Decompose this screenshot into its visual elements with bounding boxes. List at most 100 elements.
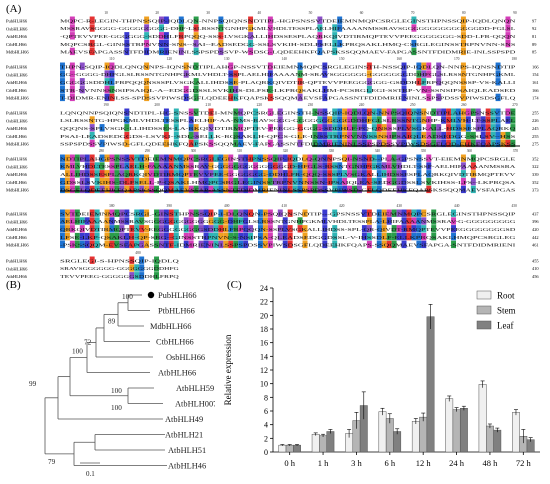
conserved-residue-cell: [129, 264, 135, 272]
conserved-residue-cell: [104, 217, 110, 225]
conserved-residue-cell: [312, 162, 318, 170]
ruler-tick-label: 370: [513, 149, 519, 153]
conserved-residue-cell: [218, 177, 224, 186]
ruler-tick-label: 60: [360, 11, 364, 15]
conserved-residue-cell: [124, 232, 130, 241]
conserved-residue-cell: [317, 131, 323, 140]
ruler-tick-label: 300: [191, 149, 197, 153]
conserved-residue-cell: [376, 162, 382, 170]
conserved-residue-cell: [282, 225, 288, 233]
conserved-residue-cell: [69, 162, 75, 170]
conserved-residue-cell: [297, 131, 303, 140]
conserved-residue-cell: [465, 124, 471, 132]
conserved-residue-cell: [163, 209, 169, 217]
conserved-residue-cell: [69, 225, 75, 233]
conserved-residue-cell: [124, 240, 130, 249]
sequence-end-number: 352: [532, 156, 539, 161]
conserved-residue-cell: [297, 108, 303, 116]
conserved-residue-cell: [193, 62, 199, 70]
conserved-residue-cell: [411, 209, 417, 217]
ruler-tick-label: 400: [224, 204, 230, 208]
conserved-residue-cell: [485, 124, 491, 132]
sequence-residues: LQNQNNPSQIQNSNDTIPL-HG-SNSSVTDEI-MNMQPCS…: [60, 110, 516, 115]
conserved-residue-cell: [357, 185, 362, 194]
conserved-residue-cell: [89, 225, 95, 233]
conserved-residue-cell: [233, 78, 239, 86]
conserved-residue-cell: [89, 217, 95, 225]
conserved-residue-cell: [89, 39, 95, 48]
sequence-end-number: 81: [532, 34, 536, 39]
sequence-label: MdbHLH66: [6, 50, 29, 55]
conserved-residue-cell: [218, 232, 224, 241]
conserved-residue-cell: [386, 116, 392, 124]
conserved-residue-cell: [337, 162, 343, 170]
conserved-residue-cell: [381, 162, 387, 170]
conserved-residue-cell: [347, 162, 353, 170]
conserved-residue-cell: [322, 240, 328, 249]
conserved-residue-cell: [287, 170, 293, 178]
ruler-tick-label: 280: [99, 149, 105, 153]
conserved-residue-cell: [218, 16, 224, 24]
conserved-residue-cell: [352, 131, 357, 140]
conserved-residue-cell: [134, 217, 140, 225]
conserved-residue-cell: [144, 177, 150, 186]
conserved-residue-cell: [134, 272, 140, 280]
conserved-residue-cell: [124, 154, 130, 162]
conserved-residue-cell: [178, 47, 184, 56]
conserved-residue-cell: [144, 93, 150, 102]
conserved-residue-cell: [238, 232, 244, 241]
conserved-residue-cell: [134, 225, 140, 233]
sequence-residues: LFSE-LKP-QSAKLH-QP-SRG--GINSSTRPNVN-S-NS…: [60, 235, 517, 240]
conserved-residue-cell: [124, 39, 130, 48]
conserved-residue-cell: [193, 209, 199, 217]
conserved-residue-cell: [302, 185, 308, 194]
conserved-residue-cell: [267, 162, 273, 170]
bootstrap-value: 100: [111, 387, 122, 395]
conserved-residue-cell: [139, 256, 145, 264]
conserved-residue-cell: [60, 240, 65, 249]
conserved-residue-cell: [495, 78, 501, 86]
conserved-residue-cell: [381, 209, 387, 217]
conserved-residue-cell: [109, 154, 115, 162]
conserved-residue-cell: [203, 170, 209, 178]
conserved-residue-cell: [287, 225, 293, 233]
conserved-residue-cell: [277, 139, 283, 148]
ruler-tick-label: 80: [462, 11, 466, 15]
conserved-residue-cell: [386, 162, 392, 170]
sequence-label: OsbHLH66: [6, 26, 28, 31]
conserved-residue-cell: [104, 177, 110, 186]
conserved-residue-cell: [495, 139, 501, 148]
conserved-residue-cell: [421, 225, 427, 233]
conserved-residue-cell: [451, 217, 456, 225]
sequence-end-number: 455: [532, 258, 539, 263]
conserved-residue-cell: [228, 78, 234, 86]
conserved-residue-cell: [391, 177, 397, 186]
conserved-residue-cell: [173, 170, 179, 178]
conserved-residue-cell: [342, 154, 348, 162]
conserved-residue-cell: [262, 177, 268, 186]
conserved-residue-cell: [74, 185, 80, 194]
conserved-residue-cell: [233, 185, 239, 194]
sequence-end-number: 396: [532, 219, 539, 224]
conserved-residue-cell: [381, 108, 387, 116]
conserved-residue-cell: [401, 78, 407, 86]
conserved-residue-cell: [342, 116, 348, 124]
conserved-residue-cell: [347, 131, 353, 140]
conserved-residue-cell: [223, 209, 229, 217]
conserved-residue-cell: [233, 93, 239, 102]
conserved-residue-cell: [168, 170, 174, 178]
conserved-residue-cell: [441, 131, 447, 140]
panel-c-expression-chart: (C) 0 2 4 6 8 10 12 14 16 18 20 22 24 Relative expres…: [215, 279, 550, 484]
conserved-residue-cell: [332, 170, 338, 178]
ruler-tick-label: 20: [155, 11, 159, 15]
conserved-residue-cell: [416, 162, 422, 170]
conserved-residue-cell: [267, 62, 273, 70]
conserved-residue-cell: [228, 162, 234, 170]
conserved-residue-cell: [173, 177, 179, 186]
bar-leaf: [493, 429, 502, 453]
conserved-residue-cell: [401, 170, 407, 178]
conserved-residue-cell: [64, 217, 70, 225]
conserved-residue-cell: [64, 209, 70, 217]
conserved-residue-cell: [119, 177, 125, 186]
conserved-residue-cell: [208, 131, 214, 140]
